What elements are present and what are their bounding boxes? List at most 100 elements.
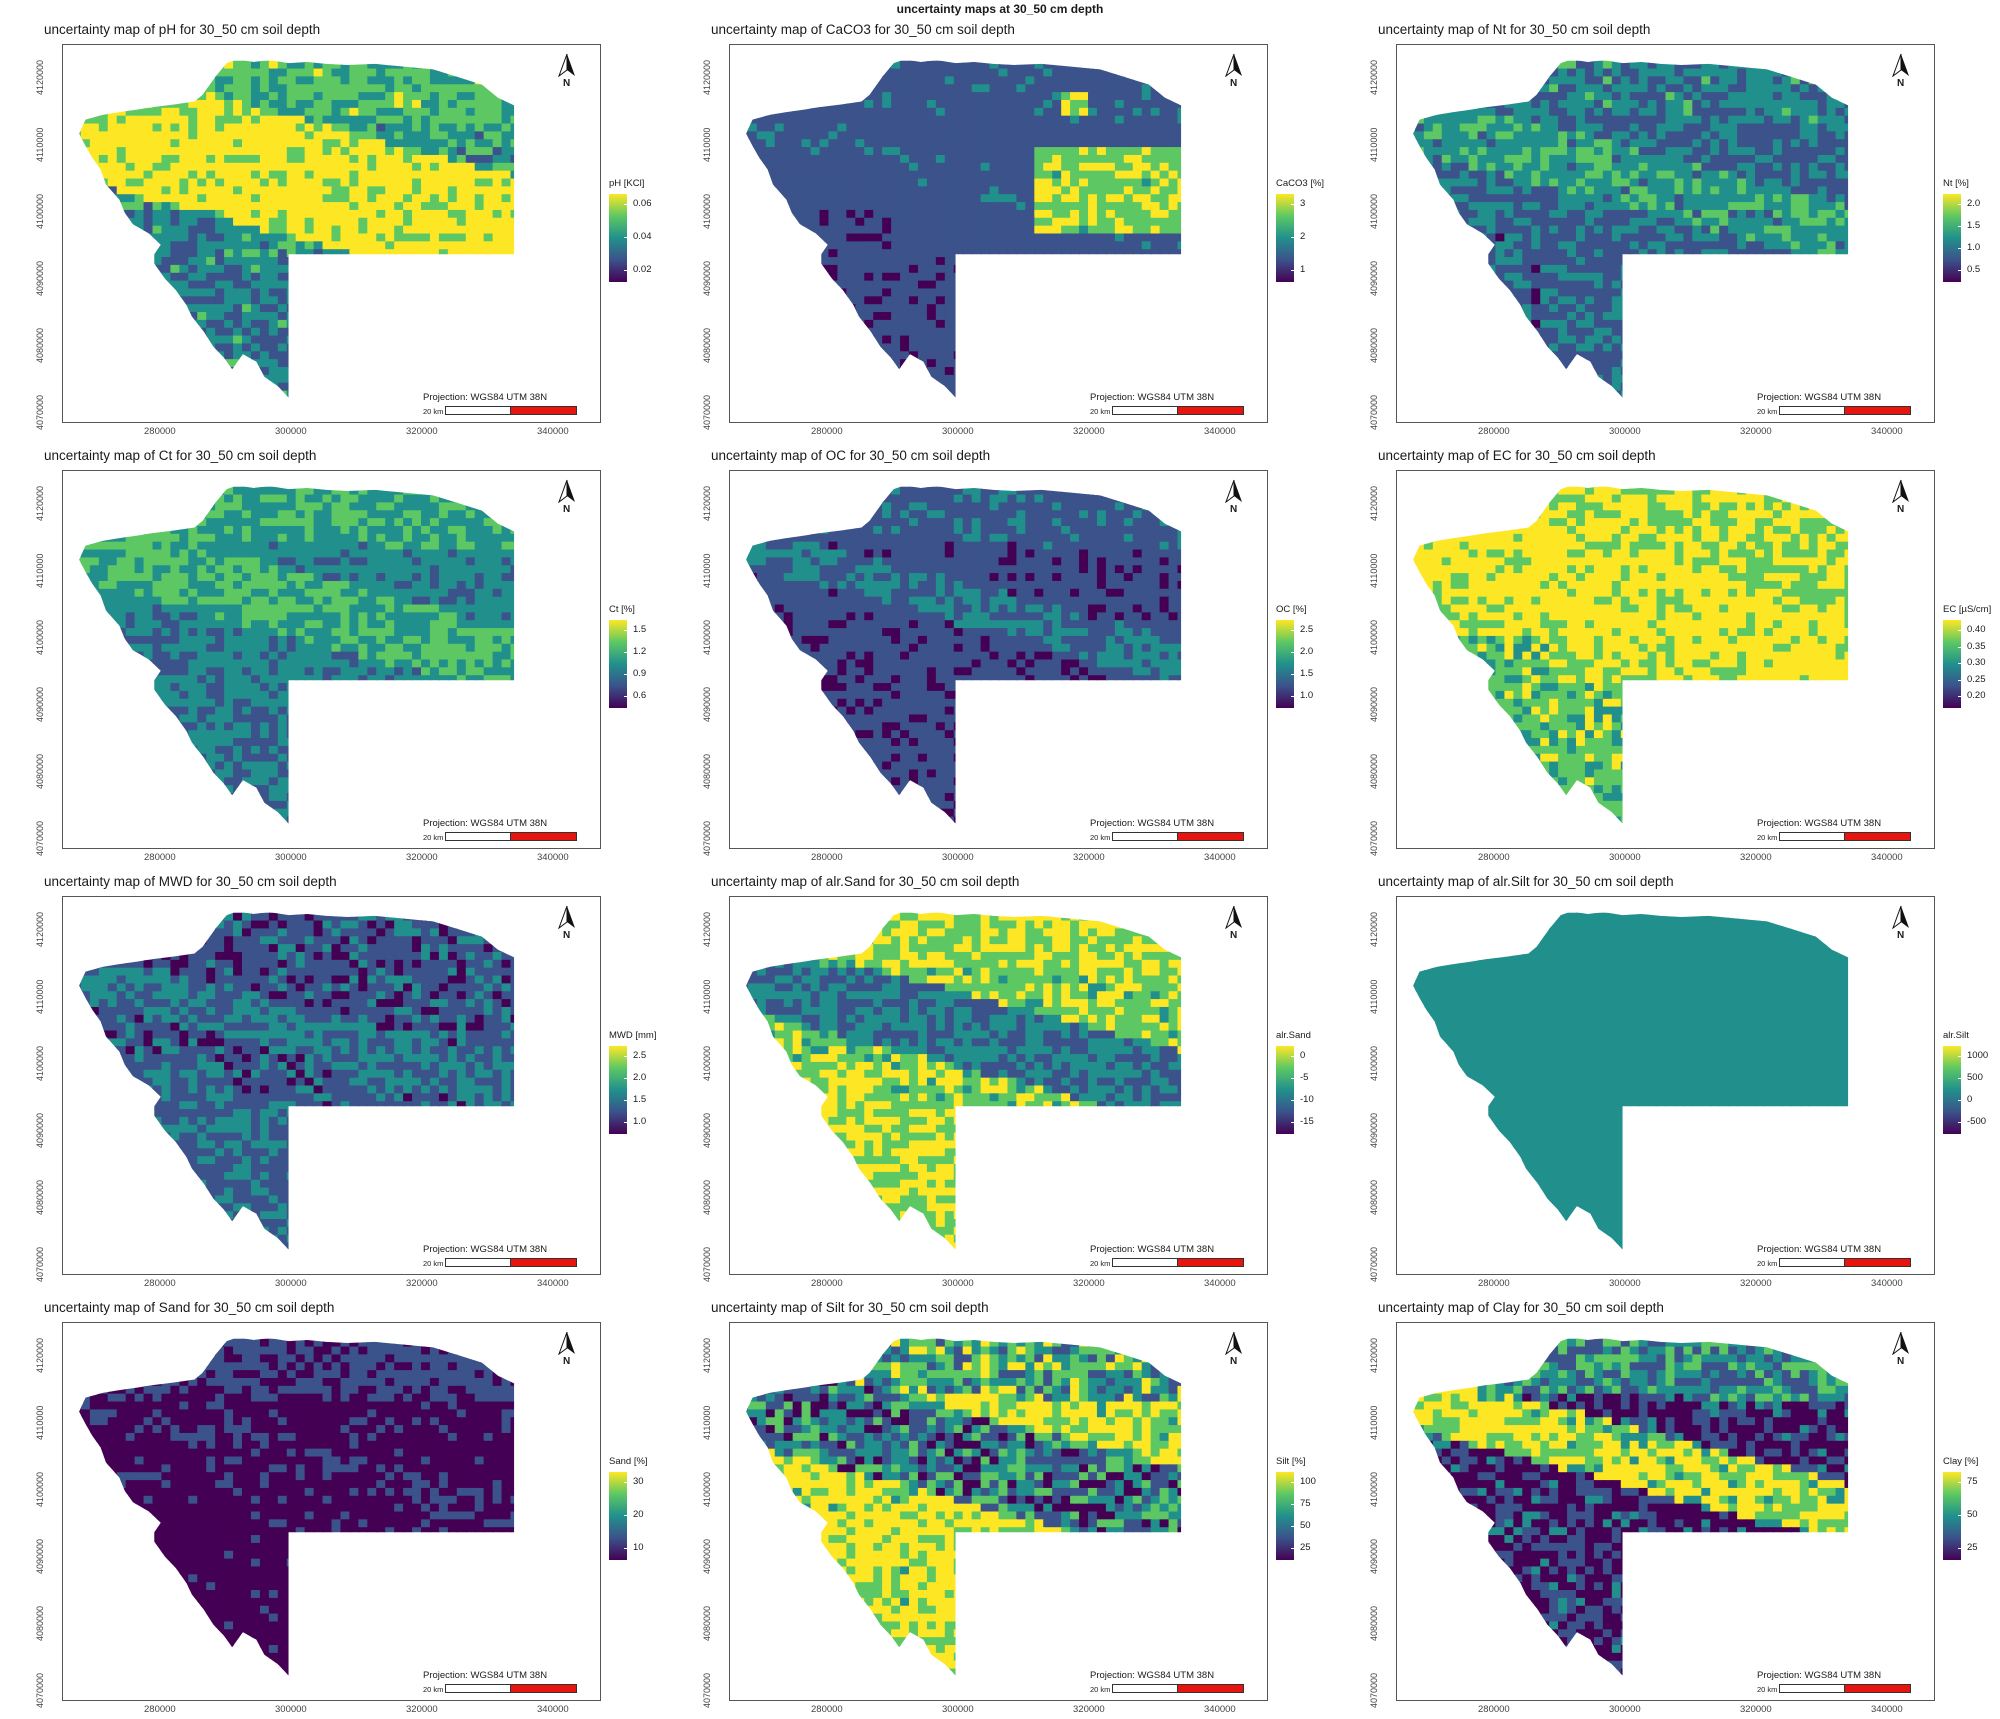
- projection-label: Projection: WGS84 UTM 38N: [1090, 818, 1214, 829]
- map-title: uncertainty map of MWD for 30_50 cm soil…: [44, 874, 337, 889]
- y-tick-label: 4070000: [702, 386, 712, 430]
- legend-label: 0.5: [1967, 264, 1980, 275]
- legend-tick: [624, 1078, 627, 1079]
- north-arrow-icon: [1223, 905, 1245, 929]
- legend-title: Nt [%]: [1943, 178, 1969, 189]
- uncertainty-raster: [1397, 1323, 1934, 1700]
- x-tick-label: 340000: [537, 1278, 569, 1289]
- scalebar-segment-red: [510, 1258, 577, 1267]
- legend-label: 0: [1967, 1094, 1972, 1105]
- legend-tick: [1291, 1078, 1294, 1079]
- projection-label: Projection: WGS84 UTM 38N: [423, 1670, 547, 1681]
- x-tick-label: 340000: [1204, 852, 1236, 863]
- north-arrow-icon: [1890, 1331, 1912, 1355]
- legend-label: 1.5: [1300, 668, 1313, 679]
- y-tick-label: 4070000: [1369, 1664, 1379, 1708]
- y-tick-label: 4100000: [1369, 1037, 1379, 1081]
- legend-tick: [1958, 226, 1961, 227]
- legend-label: 2.0: [633, 1072, 646, 1083]
- north-arrow-icon: [1223, 1331, 1245, 1355]
- x-tick-label: 340000: [1871, 852, 1903, 863]
- legend-label: 1.0: [633, 1116, 646, 1127]
- legend-label: 50: [1300, 1520, 1311, 1531]
- map-panel-nt: uncertainty map of Nt for 30_50 cm soil …: [1334, 18, 2000, 441]
- map-title: uncertainty map of OC for 30_50 cm soil …: [711, 448, 990, 463]
- legend-title: Ct [%]: [609, 604, 635, 615]
- map-title: uncertainty map of pH for 30_50 cm soil …: [44, 22, 320, 37]
- y-tick-label: 4070000: [35, 386, 45, 430]
- legend-tick: [1291, 630, 1294, 631]
- legend-tick: [1291, 237, 1294, 238]
- legend-tick: [624, 630, 627, 631]
- scalebar-segment-red: [510, 406, 577, 415]
- y-tick-label: 4070000: [35, 812, 45, 856]
- projection-label: Projection: WGS84 UTM 38N: [423, 1244, 547, 1255]
- legend-tick: [1291, 1056, 1294, 1057]
- north-arrow-icon: [1890, 479, 1912, 503]
- x-tick-label: 300000: [942, 1704, 974, 1715]
- x-tick-label: 300000: [1609, 426, 1641, 437]
- x-tick-label: 320000: [1073, 1278, 1105, 1289]
- map-panel-clay: uncertainty map of Clay for 30_50 cm soi…: [1334, 1296, 2000, 1719]
- legend-tick: [1291, 652, 1294, 653]
- uncertainty-raster: [63, 897, 600, 1274]
- north-label: N: [1897, 504, 1904, 515]
- scalebar-label: 20 km: [1090, 407, 1110, 416]
- legend-colorbar: [609, 194, 627, 282]
- y-tick-label: 4090000: [702, 678, 712, 722]
- y-tick-label: 4120000: [35, 1329, 45, 1373]
- legend-label: 75: [1967, 1476, 1978, 1487]
- y-tick-label: 4120000: [1369, 477, 1379, 521]
- scalebar-segment-white: [1779, 1258, 1845, 1267]
- legend-label: 1.5: [1967, 220, 1980, 231]
- north-label: N: [563, 78, 570, 89]
- legend-tick: [1958, 204, 1961, 205]
- legend-label: 2.0: [1300, 646, 1313, 657]
- x-tick-label: 300000: [275, 1704, 307, 1715]
- legend-colorbar: [1276, 1046, 1294, 1134]
- uncertainty-raster: [1397, 45, 1934, 422]
- north-label: N: [1897, 930, 1904, 941]
- legend-tick: [624, 1482, 627, 1483]
- legend-label: 2.5: [1300, 624, 1313, 635]
- legend-title: CaCO3 [%]: [1276, 178, 1324, 189]
- scalebar-segment-red: [510, 832, 577, 841]
- north-arrow-icon: [556, 53, 578, 77]
- north-arrow-icon: [556, 905, 578, 929]
- x-tick-label: 320000: [1073, 1704, 1105, 1715]
- scalebar-segment-white: [1779, 832, 1845, 841]
- legend-label: 100: [1300, 1476, 1316, 1487]
- y-tick-label: 4090000: [35, 678, 45, 722]
- y-tick-label: 4080000: [35, 1597, 45, 1641]
- y-tick-label: 4070000: [702, 812, 712, 856]
- legend-label: -5: [1300, 1072, 1308, 1083]
- legend-label: 1.2: [633, 646, 646, 657]
- x-tick-label: 320000: [1740, 1704, 1772, 1715]
- legend-tick: [1291, 270, 1294, 271]
- legend-tick: [624, 204, 627, 205]
- scalebar-segment-white: [1112, 1684, 1178, 1693]
- uncertainty-raster: [1397, 897, 1934, 1274]
- map-title: uncertainty map of Clay for 30_50 cm soi…: [1378, 1300, 1664, 1315]
- legend-label: 0: [1300, 1050, 1305, 1061]
- legend-tick: [1958, 680, 1961, 681]
- y-tick-label: 4100000: [1369, 1463, 1379, 1507]
- legend-tick: [1958, 1122, 1961, 1123]
- uncertainty-raster: [63, 45, 600, 422]
- legend-label: 30: [633, 1476, 644, 1487]
- legend-label: 0.9: [633, 668, 646, 679]
- y-tick-label: 4090000: [702, 1530, 712, 1574]
- projection-label: Projection: WGS84 UTM 38N: [423, 392, 547, 403]
- y-tick-label: 4100000: [702, 1463, 712, 1507]
- y-tick-label: 4120000: [35, 903, 45, 947]
- legend-label: 1000: [1967, 1050, 1988, 1061]
- uncertainty-raster: [63, 1323, 600, 1700]
- y-tick-label: 4110000: [1369, 970, 1379, 1014]
- y-tick-label: 4100000: [702, 185, 712, 229]
- x-tick-label: 320000: [1740, 426, 1772, 437]
- y-tick-label: 4110000: [35, 118, 45, 162]
- y-tick-label: 4120000: [702, 903, 712, 947]
